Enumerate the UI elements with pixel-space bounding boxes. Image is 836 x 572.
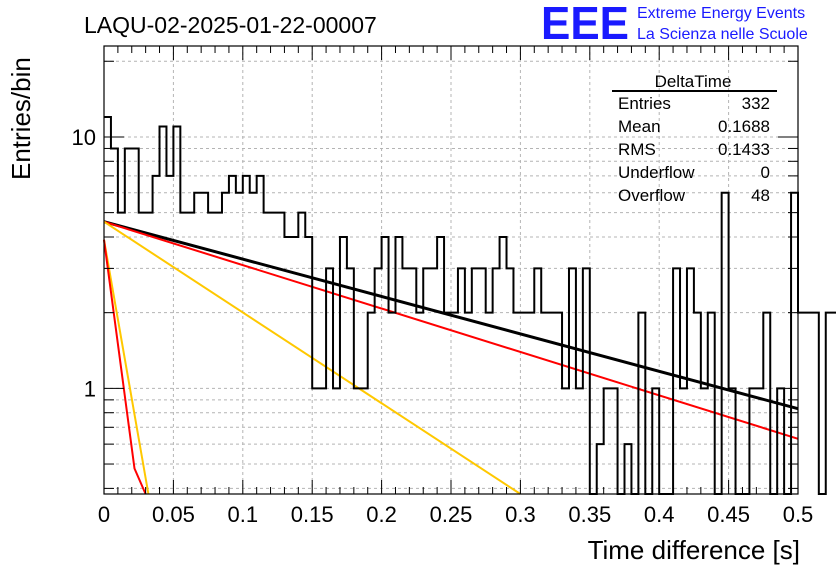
stats-value-rms: 0.1433 xyxy=(718,140,770,159)
x-tick-label: 0.1 xyxy=(228,502,259,527)
y-tick-label: 1 xyxy=(84,376,96,401)
x-tick-label: 0.05 xyxy=(152,502,195,527)
fit-line-4 xyxy=(103,239,147,495)
eee-logo: EEE Extreme Energy Events La Scienza nel… xyxy=(541,0,808,49)
x-tick-label: 0 xyxy=(98,502,110,527)
y-tick-label: 10 xyxy=(72,125,96,150)
fit-line-1 xyxy=(103,220,799,440)
stats-label-overflow: Overflow xyxy=(618,186,686,205)
x-tick-label: 0.5 xyxy=(783,502,814,527)
stats-label-mean: Mean xyxy=(618,117,661,136)
x-tick-label: 0.35 xyxy=(568,502,611,527)
y-tick-labels: 1 10 xyxy=(72,125,96,401)
fit-line-3 xyxy=(103,239,150,495)
stats-label-underflow: Underflow xyxy=(618,163,695,182)
x-tick-labels: 0 0.05 0.1 0.15 0.2 0.25 0.3 0.35 0.4 0.45 0.5 xyxy=(98,502,813,527)
x-tick-label: 0.3 xyxy=(505,502,536,527)
x-axis-title: Time difference [s] xyxy=(588,535,800,565)
logo-subtitle-2: La Scienza nelle Scuole xyxy=(637,26,808,43)
logo-text: EEE xyxy=(541,0,629,49)
fit-line-0 xyxy=(103,220,799,411)
stats-value-mean: 0.1688 xyxy=(718,117,770,136)
stats-label-rms: RMS xyxy=(618,140,656,159)
x-tick-label: 0.25 xyxy=(430,502,473,527)
stats-box-title: DeltaTime xyxy=(655,72,732,91)
stats-value-underflow: 0 xyxy=(761,163,770,182)
x-tick-label: 0.2 xyxy=(366,502,397,527)
stats-value-overflow: 48 xyxy=(751,186,770,205)
x-tick-label: 0.4 xyxy=(644,502,675,527)
logo-subtitle-1: Extreme Energy Events xyxy=(637,5,805,22)
y-axis-title: Entries/bin xyxy=(6,57,36,180)
stats-box: DeltaTime Entries 332 Mean 0.1688 RMS 0.1433 U… xyxy=(612,72,777,205)
stats-rows: Entries 332 Mean 0.1688 RMS 0.1433 Underflow 0 O… xyxy=(618,94,770,205)
run-title: LAQU-02-2025-01-22-00007 xyxy=(84,12,377,38)
stats-label-entries: Entries xyxy=(618,94,671,113)
stats-value-entries: 332 xyxy=(742,94,770,113)
x-tick-label: 0.15 xyxy=(291,502,334,527)
histogram-outline xyxy=(104,116,836,495)
histogram xyxy=(104,116,836,495)
axis-ticks xyxy=(103,46,799,494)
x-tick-label: 0.45 xyxy=(707,502,750,527)
